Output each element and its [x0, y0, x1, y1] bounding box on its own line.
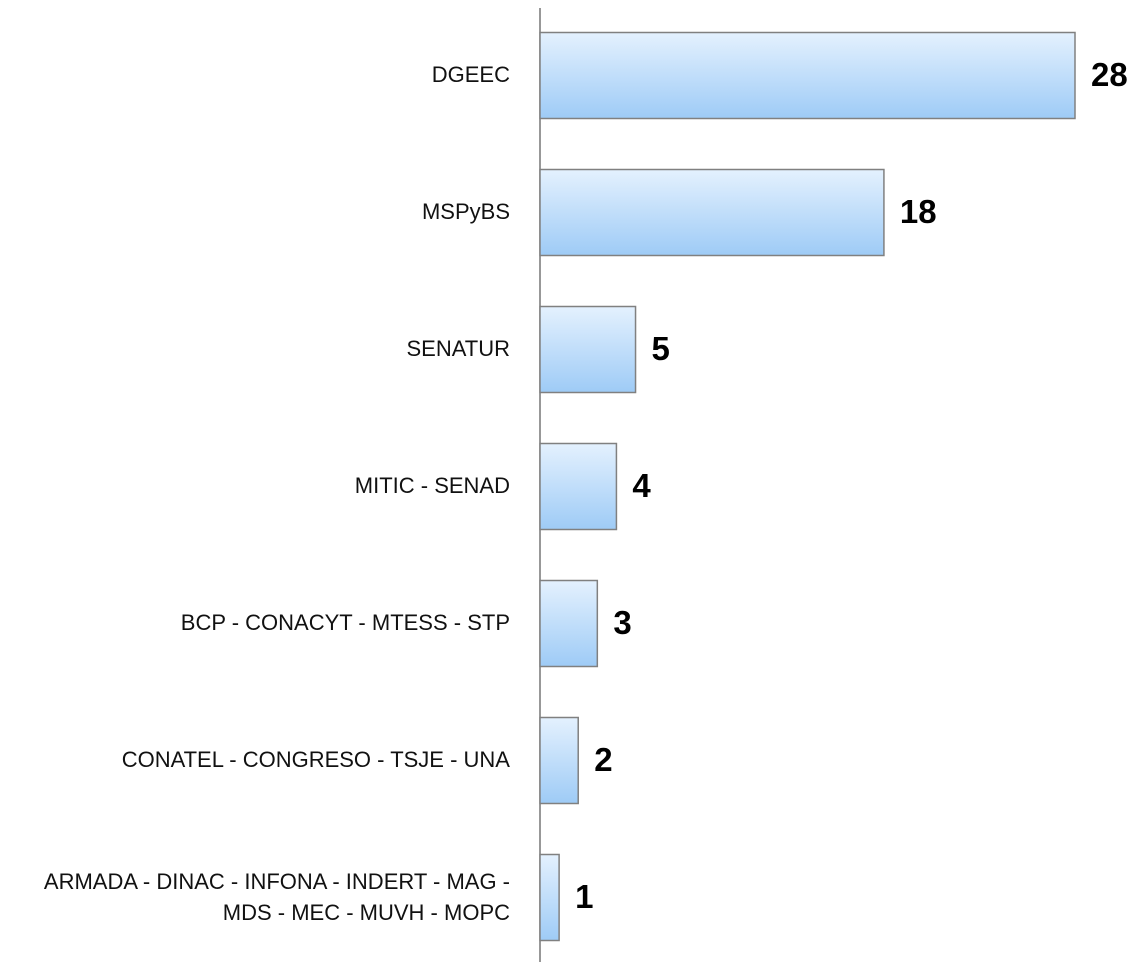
- bar: [539, 168, 885, 257]
- value-label: 3: [613, 604, 631, 641]
- category-label-box: BCP - CONACYT - MTESS - STP: [180, 610, 510, 636]
- category-label-box: ARMADA - DINAC - INFONA - INDERT - MAG -…: [43, 868, 510, 925]
- category-label: DGEEC: [431, 62, 510, 88]
- bar: [539, 31, 1076, 120]
- value-label: 18: [900, 193, 937, 230]
- category-label-box: MSPyBS: [421, 199, 510, 225]
- value-label: 4: [632, 467, 651, 504]
- category-label-box: MITIC - SENAD: [354, 473, 510, 499]
- category-label-box: DGEEC: [431, 62, 510, 88]
- category-label: BCP - CONACYT - MTESS - STP: [180, 610, 510, 636]
- category-label: MITIC - SENAD: [354, 473, 510, 499]
- category-label-box: CONATEL - CONGRESO - TSJE - UNA: [121, 747, 510, 773]
- category-label-box: SENATUR: [406, 336, 511, 362]
- value-label: 5: [652, 330, 670, 367]
- value-label: 2: [594, 741, 612, 778]
- bar: [539, 579, 599, 668]
- category-label: SENATUR: [406, 336, 511, 362]
- category-label: ARMADA - DINAC - INFONA - INDERT - MAG -…: [43, 868, 510, 925]
- value-label: 1: [575, 878, 593, 915]
- bar: [539, 305, 637, 394]
- bar: [539, 442, 618, 531]
- value-label: 28: [1091, 56, 1128, 93]
- bar: [539, 716, 579, 805]
- category-label: MSPyBS: [421, 199, 510, 225]
- bar: [539, 853, 560, 942]
- category-label: CONATEL - CONGRESO - TSJE - UNA: [121, 747, 510, 773]
